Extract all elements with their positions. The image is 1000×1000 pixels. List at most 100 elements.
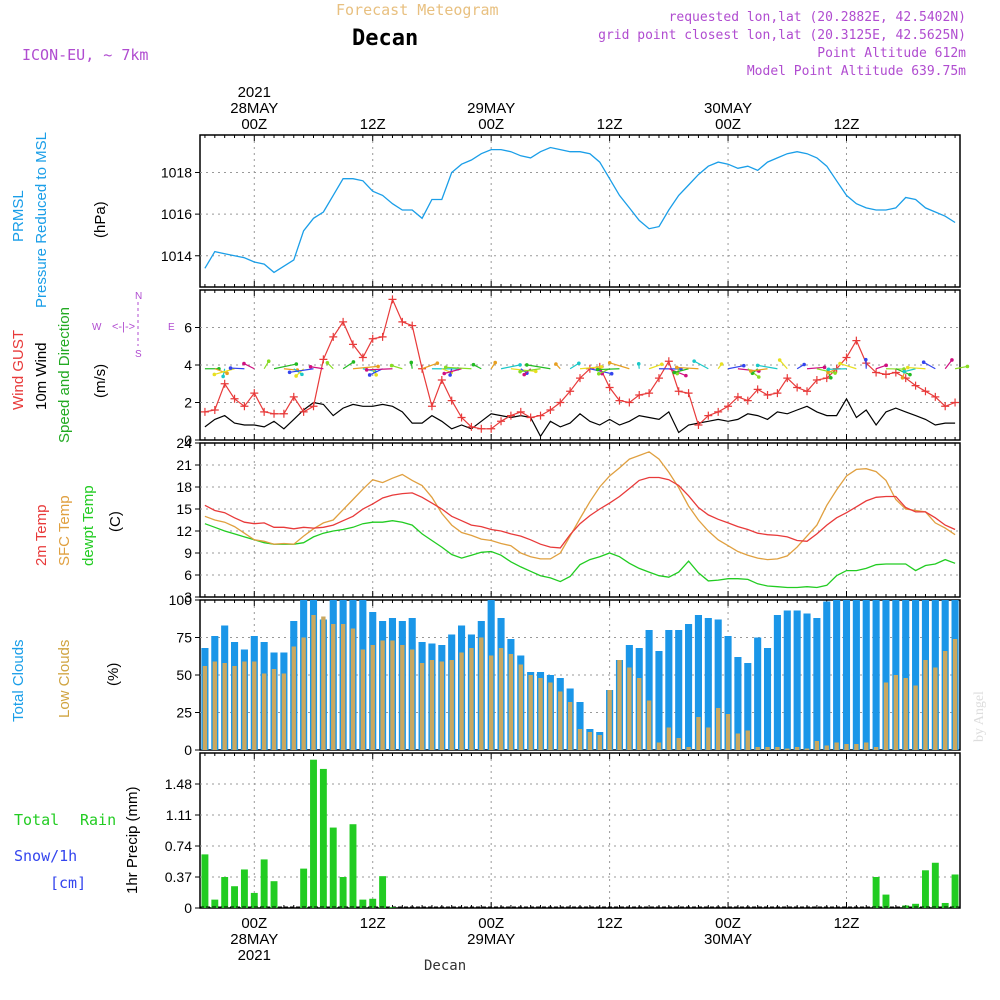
- gust-marker: [812, 376, 821, 384]
- gust-marker: [714, 407, 723, 416]
- wind-arrow-head: [596, 371, 601, 376]
- gust-marker: [289, 392, 298, 401]
- low-cloud-bar: [429, 660, 435, 750]
- rain-bar: [201, 854, 209, 908]
- wind-direction-arrow: [579, 366, 602, 370]
- total-cloud-bar: [872, 600, 880, 750]
- wind-direction-arrow: [326, 362, 334, 370]
- gust-marker: [822, 374, 831, 383]
- total-cloud-bar: [546, 675, 554, 750]
- gust-marker: [664, 357, 673, 366]
- gust-marker: [803, 387, 812, 396]
- wind-direction-arrow: [263, 360, 270, 370]
- gust-marker: [931, 392, 940, 401]
- total-cloud-bar: [724, 636, 732, 750]
- rain-bar: [931, 862, 939, 908]
- ytick-label-clouds: 50: [176, 667, 192, 683]
- low-cloud-bar: [252, 661, 257, 750]
- gust-marker: [309, 402, 318, 411]
- total-cloud-bar: [596, 732, 604, 750]
- top-time-label: 12Z: [597, 116, 623, 133]
- wind-arrow-head: [471, 362, 476, 367]
- low-cloud-bar: [706, 727, 711, 750]
- bottom-time-label: 00Z: [715, 915, 741, 932]
- total-cloud-bar: [734, 657, 742, 750]
- rain-bar: [872, 877, 880, 908]
- rain-bar: [389, 907, 396, 908]
- gust-marker: [842, 353, 851, 362]
- total-cloud-bar: [329, 600, 337, 750]
- bottom-time-label: 00Z: [241, 915, 267, 932]
- t2m-label: 2m Temp: [33, 504, 50, 566]
- total-cloud-bar: [783, 610, 791, 750]
- wind-direction-arrow: [500, 364, 521, 370]
- wind-direction-arrow: [717, 363, 723, 370]
- panel-frame-pressure: [199, 134, 961, 288]
- low-cloud-bar: [400, 645, 405, 750]
- low-cloud-bar: [735, 733, 741, 750]
- pressure-label-1: PRMSL: [10, 190, 27, 242]
- low-cloud-bar: [271, 669, 277, 750]
- ytick-label-clouds: 0: [184, 742, 192, 758]
- compass-arrow: <-|->: [112, 321, 135, 333]
- low-cloud-bar: [587, 732, 593, 750]
- total-cloud-bar: [704, 618, 712, 750]
- gust-marker: [901, 374, 910, 383]
- gust-marker: [941, 402, 950, 411]
- ytick-label-precip: 0.74: [165, 838, 192, 854]
- wind-direction-arrow: [750, 368, 768, 372]
- model-label: ICON-EU, ~ 7km: [22, 46, 149, 64]
- gust-marker: [645, 389, 654, 398]
- rain-bar: [250, 892, 258, 908]
- wind-arrow-head: [636, 362, 641, 366]
- low-cloud-bar: [311, 615, 316, 750]
- wind-arrow-head: [364, 368, 369, 372]
- wind-arrow-head: [950, 358, 954, 362]
- total-cloud-bar: [487, 600, 495, 750]
- wind-arrow-head: [367, 373, 372, 377]
- low-cloud-bar: [903, 678, 908, 750]
- total-cloud-bar: [902, 600, 910, 750]
- wind-direction-arrow: [839, 363, 857, 370]
- low-cloud-bar: [538, 678, 543, 750]
- total-cloud-bar: [211, 636, 219, 750]
- bottom-time-label: 30MAY: [704, 931, 752, 948]
- gust-marker: [408, 321, 417, 330]
- low-cloud-bar: [449, 660, 454, 750]
- low-cloud-bar: [528, 675, 533, 750]
- total-cloud-bar: [477, 621, 485, 750]
- ytick-label-precip: 0: [184, 900, 192, 916]
- total-cloud-bar: [507, 639, 515, 750]
- gust-marker: [240, 402, 249, 411]
- total-cloud-bar: [685, 624, 693, 750]
- low-cloud-bar: [202, 666, 208, 750]
- wind-direction-arrow: [362, 368, 375, 372]
- wind-arrow-head: [533, 369, 538, 374]
- total-cloud-bar: [300, 600, 308, 750]
- low-cloud-bar: [291, 646, 296, 750]
- wind-direction-arrow: [757, 364, 778, 370]
- total-cloud-bar: [615, 660, 624, 750]
- grid-point-coords: grid point closest lon,lat (20.3125E, 42…: [598, 28, 966, 43]
- rain-bar: [231, 886, 238, 908]
- wind-direction-arrow: [668, 368, 687, 377]
- compass-s: S: [135, 349, 142, 360]
- wind-arrow-head: [217, 366, 221, 371]
- total-cloud-bar: [892, 600, 900, 750]
- wind-direction-arrow: [421, 362, 438, 370]
- gust-marker: [625, 398, 634, 407]
- total-cloud-bar: [941, 600, 949, 750]
- gust-marker: [773, 389, 782, 398]
- ytick-label-temp: 3: [184, 589, 192, 605]
- low-cloud-bar: [558, 691, 563, 750]
- wind-direction-arrow: [310, 366, 324, 370]
- wind-arrow-head: [295, 368, 300, 372]
- total-cloud-bar: [803, 613, 811, 750]
- gust-marker: [329, 332, 338, 341]
- gust-marker: [526, 413, 535, 422]
- low-cloud-bar: [725, 714, 731, 750]
- low-cloud-bar: [666, 727, 672, 750]
- wind-arrow-head: [522, 372, 526, 377]
- gust-marker: [733, 392, 742, 401]
- low-cloud-bar: [883, 682, 889, 750]
